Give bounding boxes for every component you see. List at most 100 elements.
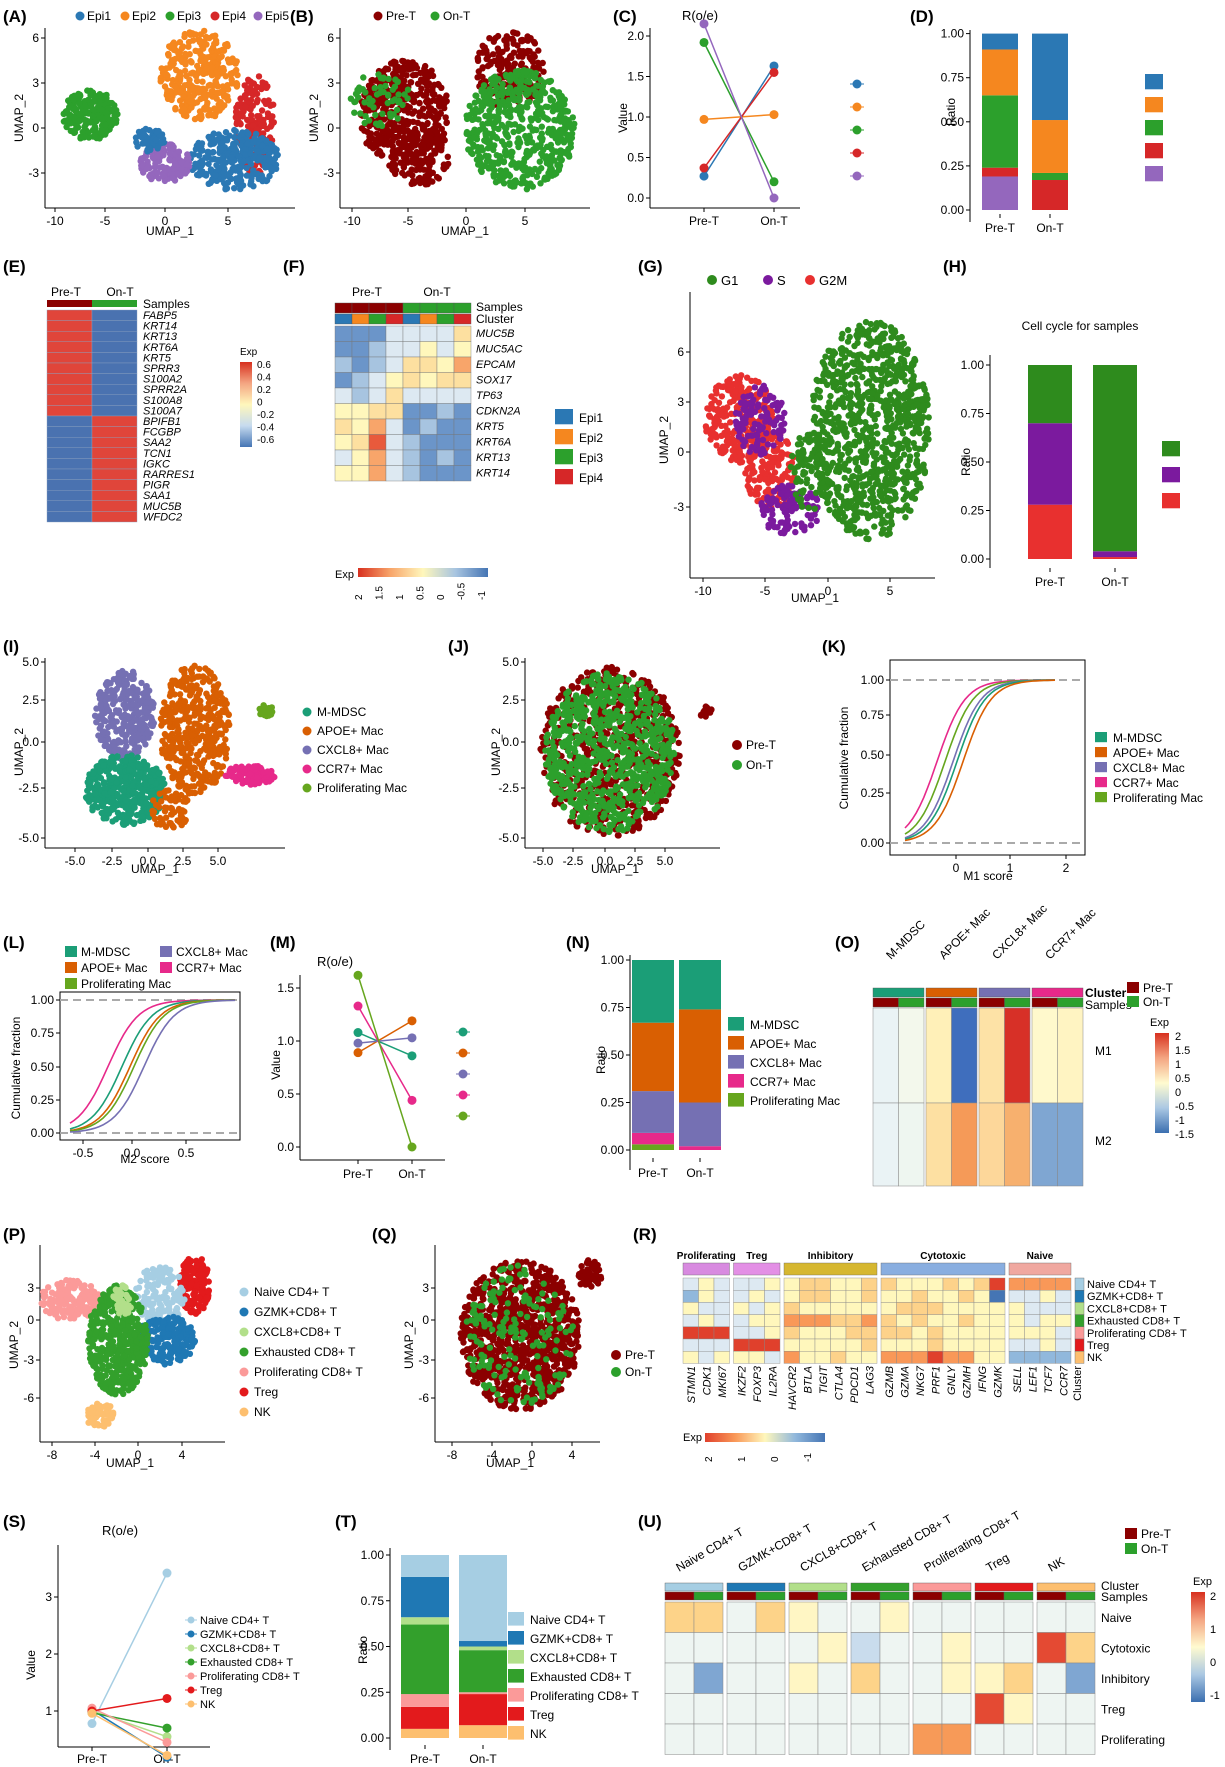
umap-G-s-point <box>759 436 767 444</box>
umap-B-on-point <box>532 99 540 106</box>
umap-B-on-point <box>395 91 402 98</box>
umap-B-pre-point <box>476 49 483 56</box>
umap-B-on-point <box>494 92 502 100</box>
umap-I-cxcl8-point <box>115 709 123 717</box>
bar-D-xtick-label: On-T <box>1036 221 1064 235</box>
heat-F-cell <box>385 465 404 482</box>
umap-G-g1-point <box>858 509 866 516</box>
umap-G-g2m-point <box>752 377 759 384</box>
panel-label-H: (H) <box>943 257 967 276</box>
umap-G-g1-point <box>913 487 920 495</box>
umap-B-pre-point <box>419 112 427 119</box>
umap-B-on-point <box>493 84 500 91</box>
panel-label-E: (E) <box>3 257 26 276</box>
umap-A-epi4-point <box>248 79 255 86</box>
umap-A-epi1-point <box>240 157 248 165</box>
heat-F-cell <box>334 418 353 435</box>
umap-G-g1-point <box>865 535 872 543</box>
umap-G-s-point <box>798 520 805 527</box>
bar-H-segment <box>1093 365 1137 552</box>
umap-B-on-point <box>470 141 477 148</box>
umap-B-on-point <box>533 126 540 134</box>
heat-E-cell <box>91 405 138 417</box>
legend-A-label: Epi1 <box>87 9 111 23</box>
umap-G-g2m-point <box>759 468 766 476</box>
umap-G-ylabel: UMAP_2 <box>657 416 671 464</box>
umap-B-on-point <box>530 146 537 153</box>
umap-A-epi2-point <box>197 115 204 123</box>
umap-B-on-point <box>539 153 547 160</box>
heat-F-cluster-cell <box>351 313 370 325</box>
umap-G-g1-point <box>839 518 846 525</box>
umap-B-pre-point <box>498 64 505 71</box>
bar-H-segment <box>1028 423 1072 505</box>
umap-A-epi1-point <box>152 136 160 144</box>
umap-B-pre-point <box>531 40 539 47</box>
umap-B-on-point <box>538 165 545 172</box>
umap-B-pre-point <box>492 34 499 42</box>
heat-E-col: Pre-T <box>51 285 82 299</box>
umap-B-pre-point <box>399 71 406 78</box>
umap-G-ytick-label: 0 <box>677 445 684 459</box>
line-C-title: R(o/e) <box>682 8 718 23</box>
heat-F-sample-cell <box>368 302 387 314</box>
umap-B-on-point <box>463 115 471 123</box>
umap-G-g1-point <box>808 467 815 475</box>
heat-F-cell <box>368 465 387 482</box>
line-C-ytick-label: 0.5 <box>627 151 644 165</box>
umap-I-apoe <box>157 662 233 797</box>
umap-A-epi2-point <box>203 102 210 110</box>
umap-B-pre-point <box>399 57 406 65</box>
umap-G-g2m-point <box>751 468 758 476</box>
umap-B-on-point <box>495 160 502 167</box>
umap-G-g1-point <box>887 434 895 441</box>
umap-B-on-point <box>557 118 564 125</box>
umap-B-on-point <box>474 148 482 155</box>
heat-E-cell <box>46 384 93 396</box>
umap-G-g1-point <box>904 462 912 469</box>
heat-E-cell <box>46 500 93 512</box>
umap-A-epi5-point <box>183 161 191 168</box>
umap-G-g1-point <box>842 388 849 396</box>
umap-A-epi2-point <box>203 54 210 62</box>
umap-A-epi3-point <box>91 132 98 139</box>
umap-A-epi2-point <box>163 71 170 78</box>
heat-F-cell <box>453 403 472 420</box>
umap-B-on-point <box>477 167 485 174</box>
umap-G-g1-point <box>859 427 867 434</box>
heat-F-cell <box>436 403 455 420</box>
umap-G-g1-point <box>857 360 864 367</box>
umap-B-on-point <box>511 160 518 167</box>
umap-G-s-point <box>755 446 762 453</box>
heat-F-cell <box>385 372 404 389</box>
umap-B-on-point <box>485 165 492 172</box>
umap-I-cxcl8-point <box>120 671 128 678</box>
umap-B-pre-point <box>444 153 451 160</box>
umap-B-pre-point <box>475 68 482 75</box>
umap-G-s-point <box>741 407 749 414</box>
umap-B-pre-point <box>422 62 429 70</box>
umap-B-on-point <box>351 98 358 106</box>
umap-G-g1-point <box>844 338 852 345</box>
umap-I-cxcl8-point <box>115 669 122 677</box>
umap-A-epi1-point <box>236 165 243 172</box>
umap-G-g1-point <box>883 459 890 466</box>
umap-A-epi2-point <box>187 98 194 106</box>
umap-G-s-point <box>744 393 751 400</box>
umap-A-epi2-point <box>194 48 202 55</box>
heat-F-cell <box>419 325 438 342</box>
umap-A-epi1-point <box>266 164 273 171</box>
umap-B-pre-point <box>515 53 522 60</box>
umap-B-on-point <box>357 110 364 117</box>
umap-G-g1-point <box>853 480 860 487</box>
umap-A-epi1-point <box>218 134 225 141</box>
legend-F-label: Epi1 <box>579 411 603 425</box>
heat-F-legend-tick: 0 <box>436 594 447 600</box>
heat-F-cell <box>351 387 370 404</box>
umap-B-on-point <box>547 141 555 149</box>
umap-B-pre-point <box>390 58 398 65</box>
umap-B-on-point <box>473 136 481 143</box>
umap-G-g1-point <box>822 460 830 467</box>
heat-E-cell <box>91 447 138 459</box>
umap-A-epi1-point <box>231 134 238 141</box>
